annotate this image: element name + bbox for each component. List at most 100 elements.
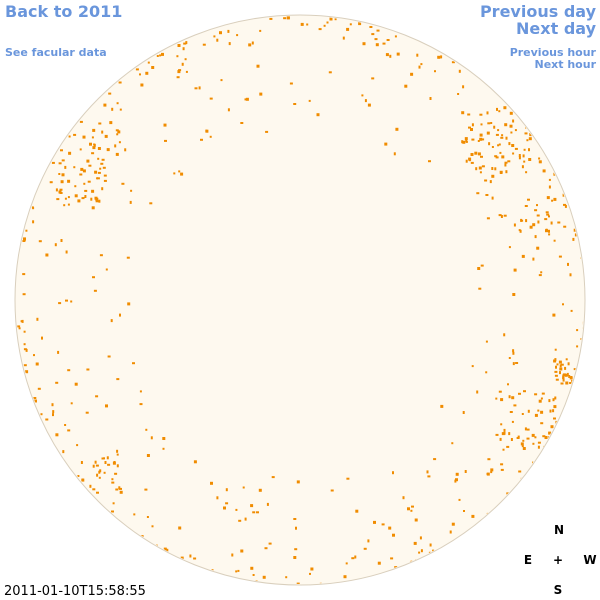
facula: [245, 97, 249, 101]
data-link[interactable]: See facular data: [5, 46, 107, 59]
facula: [181, 62, 184, 66]
facula: [256, 64, 260, 68]
facula: [289, 82, 293, 85]
facula: [538, 157, 541, 160]
facula: [552, 409, 555, 413]
facula: [514, 129, 517, 132]
facula: [84, 189, 88, 192]
facula: [493, 125, 496, 129]
next-day-link[interactable]: Next day: [516, 19, 597, 38]
facula: [518, 154, 521, 157]
facula: [402, 496, 405, 500]
facula: [392, 533, 395, 537]
facula: [548, 233, 551, 236]
facula: [251, 41, 254, 45]
facula: [537, 409, 540, 412]
back-link[interactable]: Back to 2011: [5, 2, 122, 21]
facula: [93, 143, 96, 147]
facula: [437, 55, 441, 59]
facula: [427, 475, 431, 478]
facula: [351, 557, 355, 560]
facula: [484, 179, 488, 182]
facula: [524, 205, 528, 207]
facula: [540, 397, 543, 400]
facula: [101, 457, 105, 460]
facula: [58, 302, 62, 305]
facula: [116, 449, 119, 453]
previous-hour-link[interactable]: Previous hour: [510, 46, 597, 59]
facula: [554, 396, 557, 400]
facula: [498, 390, 502, 393]
facula: [508, 357, 511, 359]
facula: [178, 69, 182, 72]
facula: [480, 264, 484, 267]
facula: [534, 413, 538, 417]
facula: [559, 371, 561, 375]
facula: [256, 511, 259, 514]
facula: [554, 374, 558, 377]
facula: [465, 159, 468, 163]
facula: [63, 204, 66, 207]
facula: [521, 219, 524, 222]
facula: [532, 442, 535, 445]
facula: [101, 158, 105, 161]
facula: [107, 355, 111, 358]
facula: [97, 147, 101, 150]
facula: [296, 480, 300, 484]
facula: [178, 526, 182, 530]
next-hour-link[interactable]: Next hour: [535, 58, 597, 71]
facula: [479, 133, 483, 137]
facula: [559, 364, 562, 368]
facula: [135, 68, 139, 71]
facula: [55, 188, 58, 192]
facula: [145, 428, 148, 431]
facula: [521, 413, 524, 415]
facula: [481, 165, 485, 168]
facula: [476, 192, 480, 195]
facula: [536, 214, 540, 217]
facula: [477, 267, 481, 270]
facula: [18, 327, 21, 330]
facula: [568, 375, 571, 378]
facula: [95, 197, 99, 201]
facula: [526, 437, 530, 440]
facula: [565, 358, 568, 361]
facula: [512, 119, 515, 123]
previous-day-link[interactable]: Previous day: [480, 2, 597, 21]
facula: [465, 139, 468, 143]
facula: [519, 229, 522, 233]
facula: [57, 350, 60, 354]
facula: [512, 351, 515, 355]
facula: [22, 273, 26, 276]
facula: [502, 448, 505, 451]
facula: [127, 302, 131, 306]
facula: [528, 148, 530, 152]
facula: [25, 229, 28, 232]
facula: [349, 23, 352, 26]
facula: [475, 167, 478, 171]
facula: [389, 54, 392, 58]
facula: [293, 556, 297, 559]
facula: [454, 479, 457, 483]
facula: [74, 185, 77, 188]
facula: [486, 217, 490, 220]
facula: [111, 107, 114, 111]
facula: [194, 87, 198, 90]
facula: [114, 472, 118, 475]
facula: [529, 111, 532, 115]
facula: [58, 162, 62, 165]
facula: [511, 420, 514, 423]
facula: [326, 21, 329, 24]
facula: [515, 362, 519, 364]
facula: [92, 276, 95, 279]
facula: [451, 442, 454, 445]
facula: [455, 478, 458, 482]
facula: [504, 123, 508, 127]
facula: [103, 179, 107, 182]
facula: [163, 123, 167, 127]
facula: [503, 333, 506, 337]
facula: [193, 557, 197, 560]
facula: [33, 354, 35, 357]
facula: [474, 151, 478, 155]
facula: [92, 464, 95, 468]
